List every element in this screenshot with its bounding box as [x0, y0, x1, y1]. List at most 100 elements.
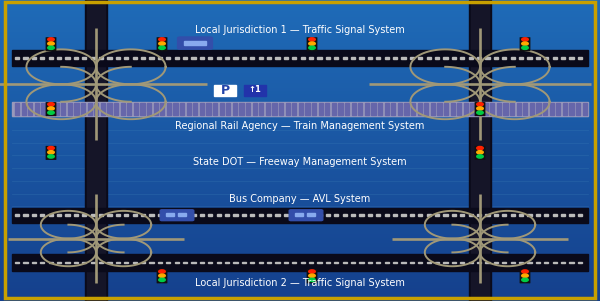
Bar	[141, 262, 145, 263]
Bar	[334, 262, 338, 263]
Bar	[536, 262, 540, 263]
Bar	[326, 262, 330, 263]
Bar	[292, 214, 296, 216]
Bar	[279, 103, 283, 115]
Bar	[435, 214, 439, 216]
Bar	[469, 214, 473, 216]
Bar	[0, 247, 600, 248]
Bar	[427, 262, 431, 263]
Circle shape	[48, 103, 54, 106]
Bar	[41, 103, 46, 115]
FancyBboxPatch shape	[475, 146, 485, 160]
Bar	[0, 116, 600, 117]
Bar	[208, 57, 212, 59]
Bar	[12, 102, 588, 116]
Bar	[0, 269, 600, 271]
FancyBboxPatch shape	[520, 269, 530, 283]
Bar	[352, 103, 356, 115]
Bar	[0, 161, 600, 163]
Bar	[0, 236, 600, 238]
Bar	[208, 214, 212, 216]
Bar	[0, 259, 600, 260]
Bar	[0, 220, 600, 221]
Bar	[583, 103, 587, 115]
Bar	[0, 18, 600, 20]
Bar	[65, 214, 70, 216]
Bar	[183, 57, 187, 59]
Bar	[116, 214, 120, 216]
Bar	[116, 57, 120, 59]
Bar	[0, 131, 600, 132]
Bar	[233, 214, 238, 216]
Bar	[0, 104, 600, 105]
Bar	[404, 103, 409, 115]
Bar	[556, 103, 560, 115]
Bar	[175, 262, 179, 263]
Circle shape	[477, 150, 483, 154]
Bar	[0, 265, 600, 266]
Bar	[0, 251, 600, 253]
Bar	[0, 275, 600, 277]
Bar	[550, 103, 554, 115]
Bar	[250, 262, 254, 263]
Bar	[569, 57, 574, 59]
Bar	[0, 172, 600, 173]
Bar	[418, 214, 422, 216]
Bar	[343, 57, 347, 59]
Bar	[569, 103, 574, 115]
Bar	[0, 164, 600, 166]
Bar	[477, 103, 481, 115]
Bar	[452, 57, 456, 59]
Bar	[0, 39, 600, 41]
Bar	[365, 103, 369, 115]
Bar	[191, 57, 196, 59]
Bar	[0, 3, 600, 5]
Bar	[124, 262, 128, 263]
Bar	[431, 103, 435, 115]
Bar	[12, 208, 588, 223]
Bar	[0, 281, 600, 283]
Bar	[0, 284, 600, 286]
Bar	[149, 57, 154, 59]
Bar	[0, 23, 600, 24]
Bar	[0, 202, 600, 203]
Bar	[0, 296, 600, 298]
Bar	[107, 57, 112, 59]
Bar	[530, 103, 534, 115]
Bar	[0, 154, 600, 155]
Bar	[0, 229, 600, 230]
Bar	[246, 103, 250, 115]
Bar	[0, 129, 600, 131]
Bar	[158, 57, 162, 59]
Bar	[49, 262, 53, 263]
Bar	[0, 134, 600, 135]
Bar	[158, 262, 162, 263]
Bar	[40, 57, 44, 59]
Bar	[527, 57, 532, 59]
Bar	[0, 262, 600, 263]
Bar	[0, 173, 600, 175]
Bar	[497, 103, 501, 115]
Bar	[0, 290, 600, 292]
Bar	[0, 89, 600, 90]
Circle shape	[48, 111, 54, 114]
Bar	[469, 0, 491, 301]
Bar	[0, 107, 600, 108]
Bar	[0, 197, 600, 199]
Bar	[443, 214, 448, 216]
Bar	[494, 214, 498, 216]
Circle shape	[477, 103, 483, 106]
Bar	[0, 233, 600, 235]
FancyBboxPatch shape	[46, 146, 56, 160]
Bar	[242, 57, 246, 59]
Bar	[74, 262, 78, 263]
FancyBboxPatch shape	[475, 102, 485, 116]
Bar	[23, 262, 28, 263]
Circle shape	[159, 38, 165, 41]
Bar	[0, 44, 600, 45]
Bar	[134, 103, 138, 115]
Bar	[312, 103, 316, 115]
Bar	[451, 103, 455, 115]
Bar	[0, 8, 600, 9]
Bar	[503, 103, 508, 115]
